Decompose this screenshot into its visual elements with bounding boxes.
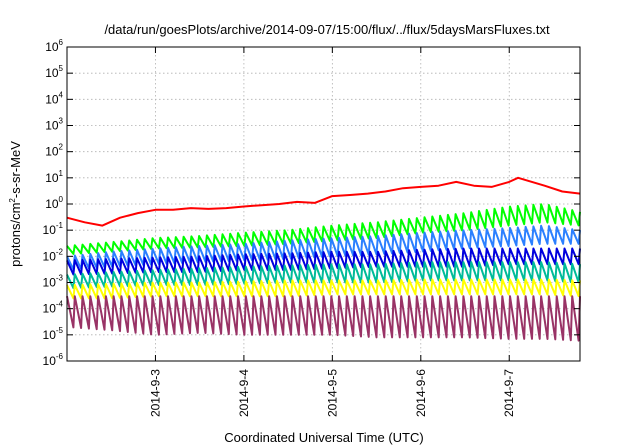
series-line-5 bbox=[66, 261, 581, 290]
y-tick-label: 101 bbox=[45, 169, 63, 185]
y-tick-label: 10-6 bbox=[43, 352, 64, 368]
y-axis-label-rest: -s-sr-MeV bbox=[8, 141, 23, 198]
x-tick-label: 2014-9-3 bbox=[148, 369, 162, 417]
x-tick-label: 2014-9-4 bbox=[237, 369, 251, 417]
x-tick-label: 2014-9-7 bbox=[502, 369, 516, 417]
series-line-7 bbox=[66, 295, 581, 342]
y-axis-label-superscript: 2 bbox=[8, 198, 17, 203]
y-tick-label: 10-2 bbox=[43, 247, 64, 263]
y-tick-exponent: 4 bbox=[59, 90, 64, 99]
y-tick-base: 10 bbox=[45, 66, 59, 80]
y-tick-base: 10 bbox=[43, 276, 57, 290]
y-axis-label-main: protons/cm bbox=[8, 203, 23, 267]
y-tick-exponent: -6 bbox=[56, 352, 64, 361]
y-tick-exponent: 0 bbox=[59, 195, 64, 204]
series-line-4 bbox=[66, 247, 581, 276]
x-axis-label: Coordinated Universal Time (UTC) bbox=[224, 430, 423, 445]
y-tick-base: 10 bbox=[45, 40, 59, 54]
y-tick-base: 10 bbox=[45, 171, 59, 185]
series-line-2 bbox=[66, 203, 581, 255]
y-tick-label: 106 bbox=[45, 38, 63, 54]
y-tick-label: 102 bbox=[45, 143, 63, 159]
y-tick-exponent: 6 bbox=[59, 38, 64, 47]
y-tick-exponent: -5 bbox=[56, 326, 64, 335]
y-tick-exponent: -1 bbox=[56, 221, 64, 230]
y-tick-base: 10 bbox=[43, 249, 57, 263]
y-tick-base: 10 bbox=[43, 354, 57, 368]
y-tick-base: 10 bbox=[43, 223, 57, 237]
y-tick-label: 105 bbox=[45, 64, 63, 80]
y-tick-base: 10 bbox=[45, 119, 59, 133]
y-tick-exponent: 5 bbox=[59, 64, 64, 73]
x-axis: 2014-9-3 2014-9-4 2014-9-5 2014-9-6 2014-9-7 bbox=[148, 47, 516, 417]
y-tick-label: 104 bbox=[45, 90, 63, 106]
y-tick-base: 10 bbox=[45, 145, 59, 159]
x-tick-label: 2014-9-6 bbox=[414, 369, 428, 417]
y-tick-exponent: -2 bbox=[56, 247, 64, 256]
y-tick-label: 100 bbox=[45, 195, 63, 211]
series-line-3 bbox=[66, 224, 581, 271]
y-tick-label: 10-4 bbox=[43, 300, 64, 316]
y-tick-exponent: 2 bbox=[59, 143, 64, 152]
y-tick-base: 10 bbox=[43, 302, 57, 316]
chart-title: /data/run/goesPlots/archive/2014-09-07/1… bbox=[104, 22, 550, 37]
y-tick-label: 10-5 bbox=[43, 326, 64, 342]
y-tick-exponent: 3 bbox=[59, 117, 64, 126]
y-tick-exponent: 1 bbox=[59, 169, 64, 178]
x-tick-label: 2014-9-5 bbox=[325, 369, 339, 417]
series-line-1 bbox=[66, 176, 581, 227]
y-tick-base: 10 bbox=[45, 92, 59, 106]
y-tick-base: 10 bbox=[43, 328, 57, 342]
y-tick-label: 103 bbox=[45, 117, 63, 133]
y-axis: 10-610-510-410-310-210-11001011021031041… bbox=[43, 38, 580, 368]
y-tick-exponent: -4 bbox=[56, 300, 64, 309]
series-line-6 bbox=[66, 278, 581, 300]
y-tick-label: 10-1 bbox=[43, 221, 64, 237]
y-tick-label: 10-3 bbox=[43, 274, 64, 290]
y-tick-exponent: -3 bbox=[56, 274, 64, 283]
y-tick-base: 10 bbox=[45, 197, 59, 211]
y-axis-label: protons/cm2-s-sr-MeV bbox=[8, 141, 23, 267]
series-group bbox=[66, 176, 581, 342]
